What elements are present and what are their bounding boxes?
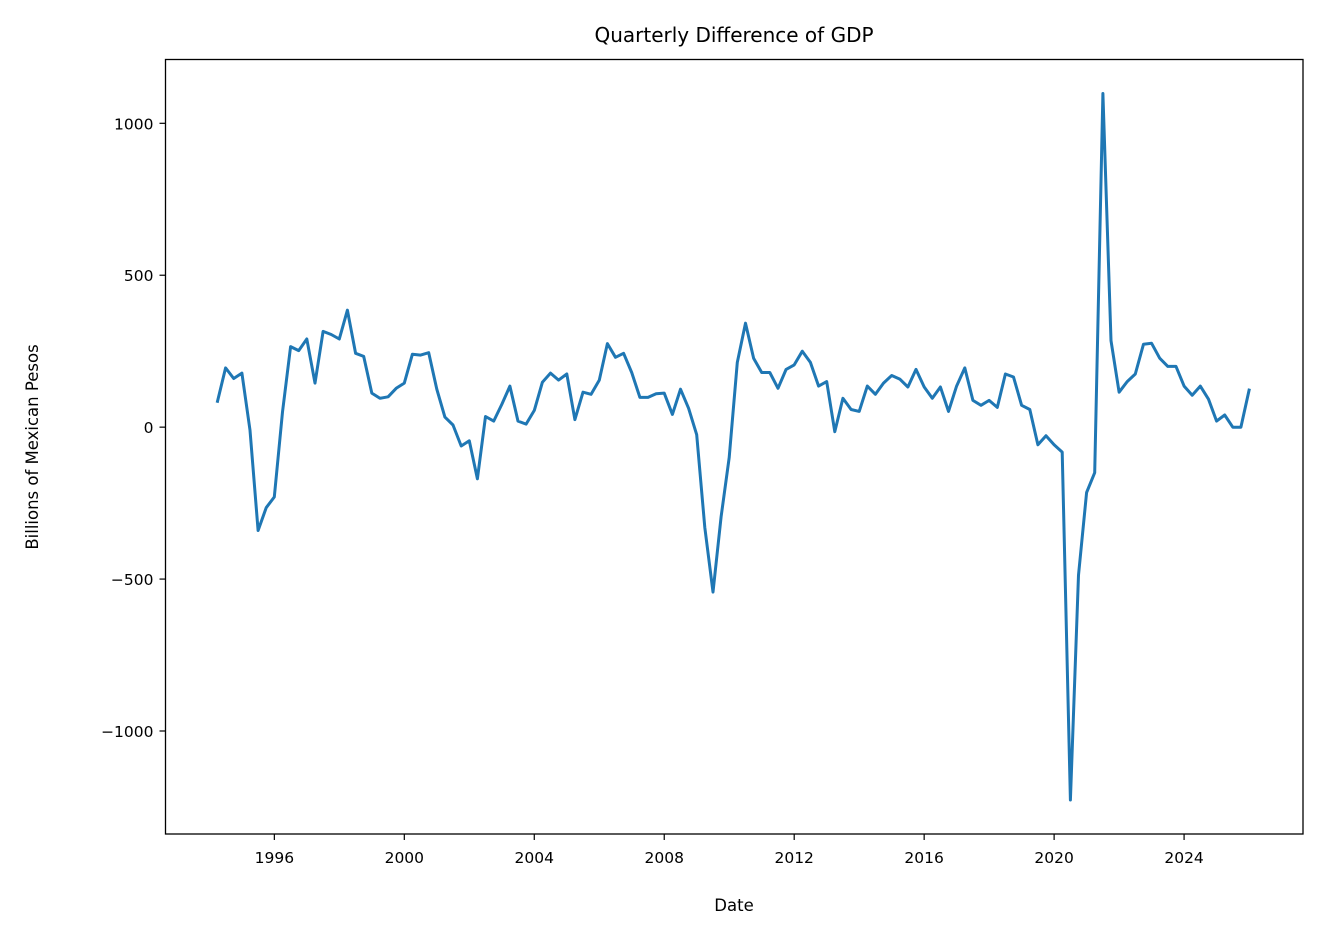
x-axis-label: Date (714, 896, 753, 915)
y-tick-label: 0 (144, 419, 154, 437)
plot-frame (164, 58, 1304, 835)
y-tick-label: 500 (124, 267, 154, 285)
x-tick-label: 2000 (385, 849, 424, 867)
series-line (215, 92, 1251, 802)
x-tick-label: 2012 (774, 849, 813, 867)
y-tick-label: −500 (111, 571, 154, 589)
y-tick-label: −1000 (101, 723, 153, 741)
x-tick-label: 1996 (255, 849, 294, 867)
x-tick-label: 2016 (904, 849, 943, 867)
x-tick-label: 2024 (1164, 849, 1203, 867)
x-tick-label: 2008 (645, 849, 684, 867)
y-axis-label: Billions of Mexican Pesos (23, 344, 42, 549)
chart-title: Quarterly Difference of GDP (594, 23, 873, 47)
x-tick-label: 2004 (515, 849, 554, 867)
y-tick-label: 1000 (114, 115, 153, 133)
x-tick-label: 2020 (1034, 849, 1073, 867)
